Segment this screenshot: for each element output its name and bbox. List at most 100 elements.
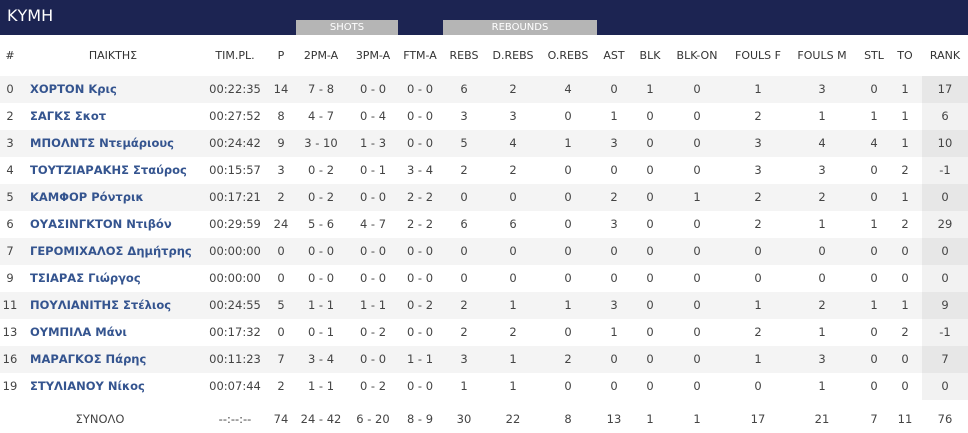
stat-cell: 3: [754, 163, 762, 177]
stat-cell: 7: [6, 244, 14, 258]
player-name[interactable]: ΠΟΥΛΙΑΝΙΤΗΣ Στέλιος: [30, 298, 172, 312]
stat-cell: 0 - 0: [359, 271, 387, 285]
stat-cell: 0: [646, 163, 654, 177]
stat-cell: 1: [818, 379, 826, 393]
stat-cell: 0: [564, 379, 572, 393]
stat-cell: 2: [901, 217, 909, 231]
stat-cell: 2: [277, 190, 285, 204]
stat-cell: 0: [901, 271, 909, 285]
totals-cell: 1: [693, 412, 701, 426]
row-background: [0, 76, 968, 103]
stat-cell: 8: [277, 109, 285, 123]
stat-cell: 0: [277, 325, 285, 339]
stat-cell: 0: [564, 271, 572, 285]
column-header: STL: [864, 49, 884, 62]
player-name[interactable]: ΤΣΙΑΡΑΣ Γιώργος: [30, 271, 141, 285]
stat-cell: 0 - 0: [406, 82, 434, 96]
stat-cell: 0: [870, 244, 878, 258]
stat-cell: 3: [610, 217, 618, 231]
stat-cell: 0: [693, 244, 701, 258]
player-name[interactable]: ΟΥΑΣΙΝΓΚΤΟΝ Ντιβόν: [30, 217, 172, 231]
player-name[interactable]: ΤΟΥΤΖΙΑΡΑΚΗΣ Σταύρος: [30, 163, 187, 177]
stat-cell: 1: [564, 136, 572, 150]
totals-cell: 7: [870, 412, 878, 426]
stat-cell: 0: [818, 271, 826, 285]
stat-cell: 0: [610, 352, 618, 366]
totals-cell: 17: [750, 412, 766, 426]
column-header: RANK: [929, 49, 961, 62]
stat-cell: 4 - 7: [307, 109, 335, 123]
stat-cell: 4 - 7: [359, 217, 387, 231]
stat-cell: 6: [941, 109, 949, 123]
stat-cell: 0: [870, 352, 878, 366]
stat-cell: 0: [693, 136, 701, 150]
stat-cell: 1: [901, 298, 909, 312]
stat-cell: 16: [2, 352, 18, 366]
column-header: TO: [897, 49, 913, 62]
stat-cell: 0: [870, 163, 878, 177]
stat-cell: 00:22:35: [209, 82, 261, 96]
stat-cell: 1: [901, 190, 909, 204]
player-name[interactable]: ΣΑΓΚΣ Σκοτ: [30, 109, 107, 123]
totals-cell: 22: [505, 412, 521, 426]
player-name[interactable]: ΣΤΥΛΙΑΝΟΥ Νίκος: [30, 379, 145, 393]
rank-column-background: [922, 76, 968, 400]
column-header: 3PM-A: [355, 49, 391, 62]
stat-cell: 3: [818, 82, 826, 96]
stat-cell: 0: [941, 271, 949, 285]
stat-cell: 00:00:00: [209, 244, 261, 258]
stat-cell: 1: [610, 109, 618, 123]
stat-cell: 1: [754, 298, 762, 312]
stat-cell: 0: [693, 271, 701, 285]
stat-cell: 0: [277, 244, 285, 258]
player-name[interactable]: ΧΟΡΤΟΝ Κρις: [30, 82, 117, 96]
column-header: TIM.PL.: [215, 49, 255, 62]
column-header: FOULS F: [735, 49, 781, 62]
player-name[interactable]: ΜΠΟΛΝΤΣ Ντεμάριους: [30, 136, 174, 150]
player-name[interactable]: ΟΥΜΠΙΛΑ Μάνι: [30, 325, 127, 339]
stat-cell: 2: [460, 298, 468, 312]
stat-cell: 0: [901, 352, 909, 366]
stat-cell: 0 - 1: [307, 325, 335, 339]
stat-cell: 9: [941, 298, 949, 312]
stat-cell: 5 - 6: [307, 217, 335, 231]
row-background: [0, 238, 968, 265]
stat-cell: 00:24:42: [209, 136, 261, 150]
stat-cell: 0: [646, 325, 654, 339]
stat-cell: 0: [509, 271, 517, 285]
stat-cell: 5: [6, 190, 14, 204]
stat-cell: 00:07:44: [209, 379, 261, 393]
stat-cell: 00:27:52: [209, 109, 261, 123]
stat-cell: 6: [6, 217, 14, 231]
stat-cell: 0: [870, 325, 878, 339]
player-name[interactable]: ΓΕΡΟΜΙΧΑΛΟΣ Δημήτρης: [30, 244, 192, 258]
stat-cell: 0: [646, 217, 654, 231]
stat-cell: 0 - 0: [359, 244, 387, 258]
player-name[interactable]: ΚΑΜΦΟΡ Ρόντρικ: [30, 190, 144, 204]
stat-cell: 5: [460, 136, 468, 150]
row-background: [0, 130, 968, 157]
stat-cell: 13: [2, 325, 18, 339]
stat-cell: 0 - 0: [406, 244, 434, 258]
totals-cell: --:--:--: [218, 412, 252, 426]
totals-label: ΣΥΝΟΛΟ: [75, 412, 125, 426]
stat-cell: 0 - 2: [307, 190, 335, 204]
stat-cell: 0 - 0: [406, 379, 434, 393]
stat-cell: 00:15:57: [209, 163, 261, 177]
stat-cell: 0: [693, 217, 701, 231]
stat-cell: 0: [693, 109, 701, 123]
totals-cell: 13: [606, 412, 622, 426]
player-name[interactable]: ΜΑΡΑΓΚΟΣ Πάρης: [30, 352, 147, 366]
stat-cell: 1: [870, 298, 878, 312]
stat-cell: 2: [818, 190, 826, 204]
stat-cell: 0: [941, 190, 949, 204]
stat-cell: 1: [564, 298, 572, 312]
stat-cell: 0: [564, 217, 572, 231]
column-header: BLK: [639, 49, 661, 62]
totals-cell: 8 - 9: [406, 412, 434, 426]
stat-cell: 0 - 0: [307, 271, 335, 285]
stat-cell: 19: [2, 379, 18, 393]
stat-cell: 2: [754, 190, 762, 204]
stat-cell: 0: [693, 82, 701, 96]
stat-cell: 1: [818, 217, 826, 231]
